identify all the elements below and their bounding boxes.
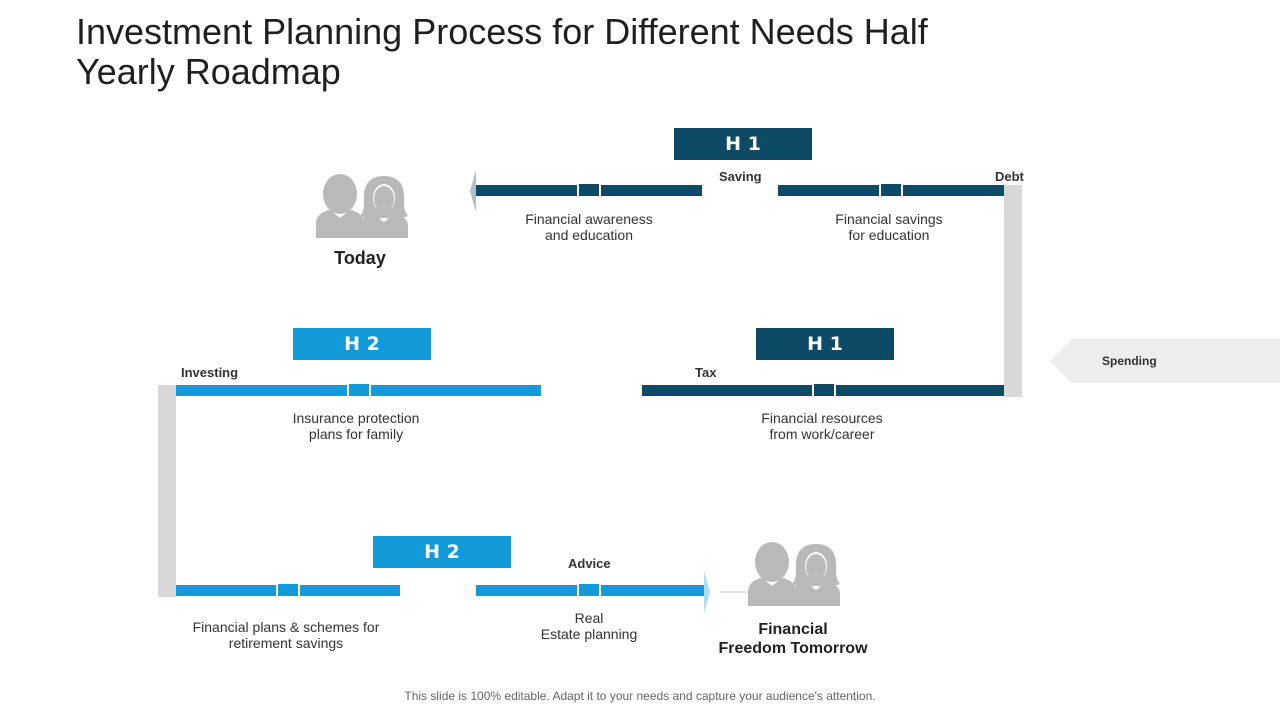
milestone-node-savings bbox=[879, 182, 903, 198]
people-icon bbox=[720, 542, 840, 606]
label-tax: Tax bbox=[695, 365, 717, 380]
start-label: Today bbox=[334, 248, 386, 268]
period-label-bottom: H 2 bbox=[373, 536, 511, 568]
arrow-head-icon bbox=[704, 571, 710, 613]
step-savings-education: Financial savings for education bbox=[835, 211, 943, 243]
footer-note: This slide is 100% editable. Adapt it to… bbox=[404, 689, 876, 703]
connector-right bbox=[1004, 185, 1022, 397]
label-saving: Saving bbox=[719, 169, 762, 184]
period-label-top: H 1 bbox=[674, 128, 812, 160]
label-debt: Debt bbox=[995, 169, 1024, 184]
step-real-estate: Real Estate planning bbox=[540, 610, 638, 642]
step-insurance: Insurance protection plans for family bbox=[292, 410, 420, 442]
page-title: Investment Planning Process for Differen… bbox=[76, 11, 928, 92]
arrow-tail-icon bbox=[470, 170, 476, 212]
end-label: Financial Freedom Tomorrow bbox=[718, 621, 868, 657]
people-icon bbox=[316, 174, 408, 238]
milestone-node-insurance bbox=[347, 382, 371, 398]
label-advice: Advice bbox=[568, 556, 611, 571]
step-resources: Financial resources from work/career bbox=[761, 410, 883, 442]
milestone-node-real-estate bbox=[577, 582, 601, 598]
step-retirement: Financial plans & schemes for retirement… bbox=[192, 619, 380, 651]
milestone-node-awareness bbox=[577, 182, 601, 198]
step-awareness: Financial awareness and education bbox=[525, 211, 653, 243]
label-spending: Spending bbox=[1102, 354, 1157, 368]
connector-left bbox=[158, 385, 176, 597]
arrow-left-icon bbox=[1050, 339, 1280, 383]
milestone-node-retirement bbox=[276, 582, 300, 598]
period-label-mid-left: H 2 bbox=[293, 328, 431, 360]
period-label-mid-right: H 1 bbox=[756, 328, 894, 360]
label-investing: Investing bbox=[181, 365, 239, 380]
milestone-node-resources bbox=[812, 382, 836, 398]
